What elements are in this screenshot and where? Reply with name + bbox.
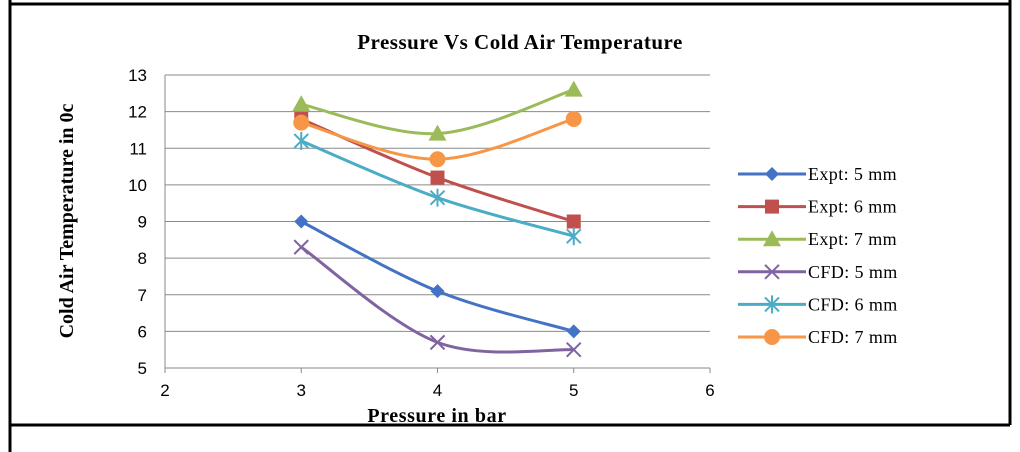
data-point [428, 124, 447, 141]
x-axis-label: Pressure in bar [367, 405, 506, 427]
legend-label: Expt: 5 mm [808, 164, 897, 184]
y-tick-labels: 5 6 7 8 9 10 11 12 13 [128, 66, 147, 378]
data-point [566, 227, 582, 246]
series-5 [293, 131, 582, 246]
data-point [293, 131, 309, 150]
x-tick-labels: 2 3 4 5 6 [160, 368, 715, 400]
data-point [566, 214, 581, 229]
series-1 [294, 214, 581, 339]
data-point [293, 114, 310, 131]
legend-label: CFD: 6 mm [808, 294, 898, 314]
x-tick-label: 2 [160, 381, 169, 400]
data-point [293, 239, 309, 255]
legend-label: CFD: 7 mm [808, 327, 898, 347]
data-point [294, 214, 309, 229]
x-tick-label: 4 [433, 381, 442, 400]
legend-entry: Expt: 6 mm [738, 197, 897, 217]
y-tick-label: 13 [128, 66, 147, 85]
series-line [300, 220, 575, 333]
data-point [430, 170, 445, 185]
legend-entry: CFD: 5 mm [738, 262, 898, 282]
legend-marker [764, 295, 780, 314]
marker-stroke [566, 341, 582, 358]
legend-entry: Expt: 7 mm [738, 229, 897, 249]
data-point [429, 151, 446, 168]
data-point [429, 334, 446, 351]
marker-stroke [293, 239, 309, 255]
x-tick-label: 6 [705, 381, 714, 400]
data-point [566, 324, 581, 339]
legend-marker [765, 199, 779, 214]
legend-marker [765, 167, 779, 181]
y-axis-label: Cold Air Temperature in 0c [56, 103, 78, 338]
legend-label: Expt: 6 mm [808, 197, 897, 217]
chart-title: Pressure Vs Cold Air Temperature [357, 30, 683, 54]
series-6 [293, 110, 582, 168]
data-point [292, 95, 311, 112]
x-tick-label: 3 [297, 381, 306, 400]
series-line [300, 245, 574, 354]
x-tick-label: 5 [569, 381, 578, 400]
y-tick-label: 7 [138, 286, 147, 305]
series-3 [292, 80, 583, 141]
legend-marker [764, 264, 780, 280]
y-tick-label: 10 [128, 176, 147, 195]
data-point [565, 110, 582, 127]
legend-entry: CFD: 6 mm [738, 294, 898, 314]
y-tick-label: 8 [138, 249, 147, 268]
legend: Expt: 5 mm Expt: 6 mm Expt: 7 mm CFD: 5 mm C… [738, 164, 898, 347]
legend-marker [764, 329, 780, 345]
marker-stroke [764, 264, 780, 280]
data-point [566, 341, 582, 358]
data-point [564, 80, 583, 97]
series-group [292, 80, 583, 358]
legend-label: CFD: 5 mm [808, 262, 898, 282]
legend-label: Expt: 7 mm [808, 229, 897, 249]
y-tick-label: 9 [138, 213, 147, 232]
data-point [430, 284, 445, 299]
legend-entry: CFD: 7 mm [738, 327, 898, 347]
marker-stroke [429, 334, 446, 351]
data-point [429, 188, 446, 207]
y-tick-label: 11 [129, 139, 147, 158]
legend-entry: Expt: 5 mm [738, 164, 897, 184]
y-tick-label: 6 [138, 322, 147, 341]
y-tick-label: 5 [138, 359, 147, 378]
y-tick-label: 12 [128, 103, 147, 122]
legend-marker [763, 230, 781, 247]
series-4 [293, 239, 582, 358]
